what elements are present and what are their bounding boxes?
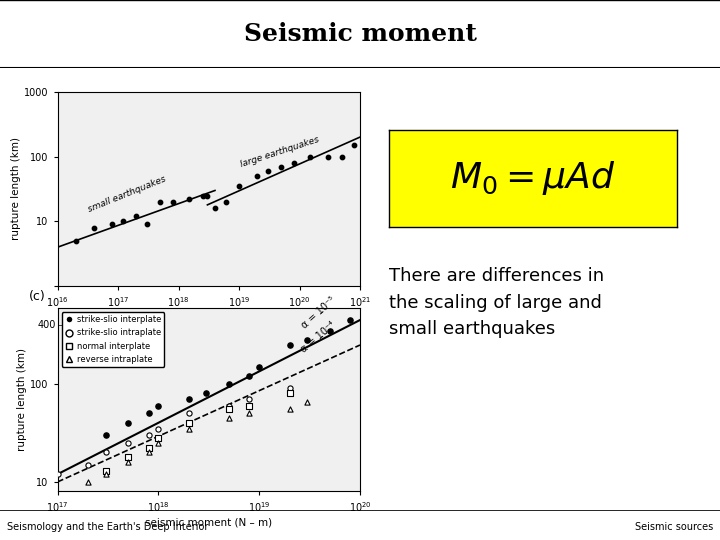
Point <box>223 405 235 414</box>
Point <box>243 395 255 403</box>
Point <box>70 237 81 245</box>
Point <box>302 398 313 407</box>
Point <box>183 418 194 427</box>
Point <box>89 224 100 232</box>
Point <box>183 395 194 403</box>
Point <box>276 163 287 171</box>
Text: Seismic sources: Seismic sources <box>634 522 713 532</box>
X-axis label: seismic moment (N – m): seismic moment (N – m) <box>145 517 272 527</box>
Point <box>122 453 134 461</box>
Point <box>107 220 118 228</box>
Point <box>153 434 164 442</box>
Point <box>167 198 179 206</box>
Point <box>130 212 142 220</box>
Point <box>143 409 154 418</box>
Text: Seismology and the Earth's Deep Interior: Seismology and the Earth's Deep Interior <box>7 522 209 532</box>
Point <box>324 326 336 335</box>
Point <box>183 424 194 433</box>
Text: α = 10⁻⁵: α = 10⁻⁵ <box>300 295 337 330</box>
Point <box>143 444 154 453</box>
Point <box>155 198 166 206</box>
Point <box>284 341 295 349</box>
Point <box>100 431 112 440</box>
Point <box>243 401 255 410</box>
Point <box>100 470 112 478</box>
Point <box>197 191 208 200</box>
Point <box>82 460 94 469</box>
Legend: strike-slio interplate, strike-slio intraplate, normal interplate, reverse intra: strike-slio interplate, strike-slio intr… <box>62 312 164 367</box>
Text: small earthquakes: small earthquakes <box>86 174 167 214</box>
Point <box>262 167 274 176</box>
X-axis label: seismic moment (N – m): seismic moment (N – m) <box>145 312 272 322</box>
Point <box>323 152 334 161</box>
Point <box>288 159 300 167</box>
Point <box>220 198 231 206</box>
Point <box>305 152 316 161</box>
Point <box>201 389 212 398</box>
Point <box>243 409 255 418</box>
Point <box>153 401 164 410</box>
Point <box>253 362 265 371</box>
Point <box>183 409 194 418</box>
Point <box>82 477 94 486</box>
Point <box>344 316 356 325</box>
Point <box>233 182 245 191</box>
Text: 400: 400 <box>38 320 56 330</box>
Point <box>348 141 360 150</box>
Point <box>122 418 134 427</box>
Y-axis label: rupture length (km): rupture length (km) <box>17 348 27 451</box>
Point <box>284 405 295 414</box>
Y-axis label: rupture length (km): rupture length (km) <box>12 138 22 240</box>
Text: large earthquakes: large earthquakes <box>239 134 320 168</box>
Point <box>223 401 235 410</box>
Point <box>141 220 153 228</box>
Point <box>100 467 112 475</box>
Point <box>302 336 313 345</box>
Point <box>284 389 295 398</box>
Text: Seismic moment: Seismic moment <box>243 22 477 46</box>
Text: α = 10⁻⁴: α = 10⁻⁴ <box>300 320 338 355</box>
Point <box>122 457 134 466</box>
Point <box>184 195 195 204</box>
Point <box>143 431 154 440</box>
Point <box>210 204 221 213</box>
Point <box>336 152 348 161</box>
Point <box>223 380 235 388</box>
Text: (c): (c) <box>29 289 45 303</box>
Text: $M_0 = \mu Ad$: $M_0 = \mu Ad$ <box>450 159 616 197</box>
Point <box>243 372 255 381</box>
Text: There are differences in
the scaling of large and
small earthquakes: There are differences in the scaling of … <box>389 267 604 338</box>
Point <box>52 470 63 478</box>
Point <box>251 172 263 180</box>
Point <box>122 438 134 447</box>
Point <box>202 191 213 200</box>
Point <box>143 448 154 457</box>
Point <box>223 414 235 422</box>
Point <box>100 448 112 457</box>
Point <box>153 424 164 433</box>
Point <box>117 217 129 226</box>
Point <box>284 384 295 393</box>
Point <box>153 438 164 447</box>
